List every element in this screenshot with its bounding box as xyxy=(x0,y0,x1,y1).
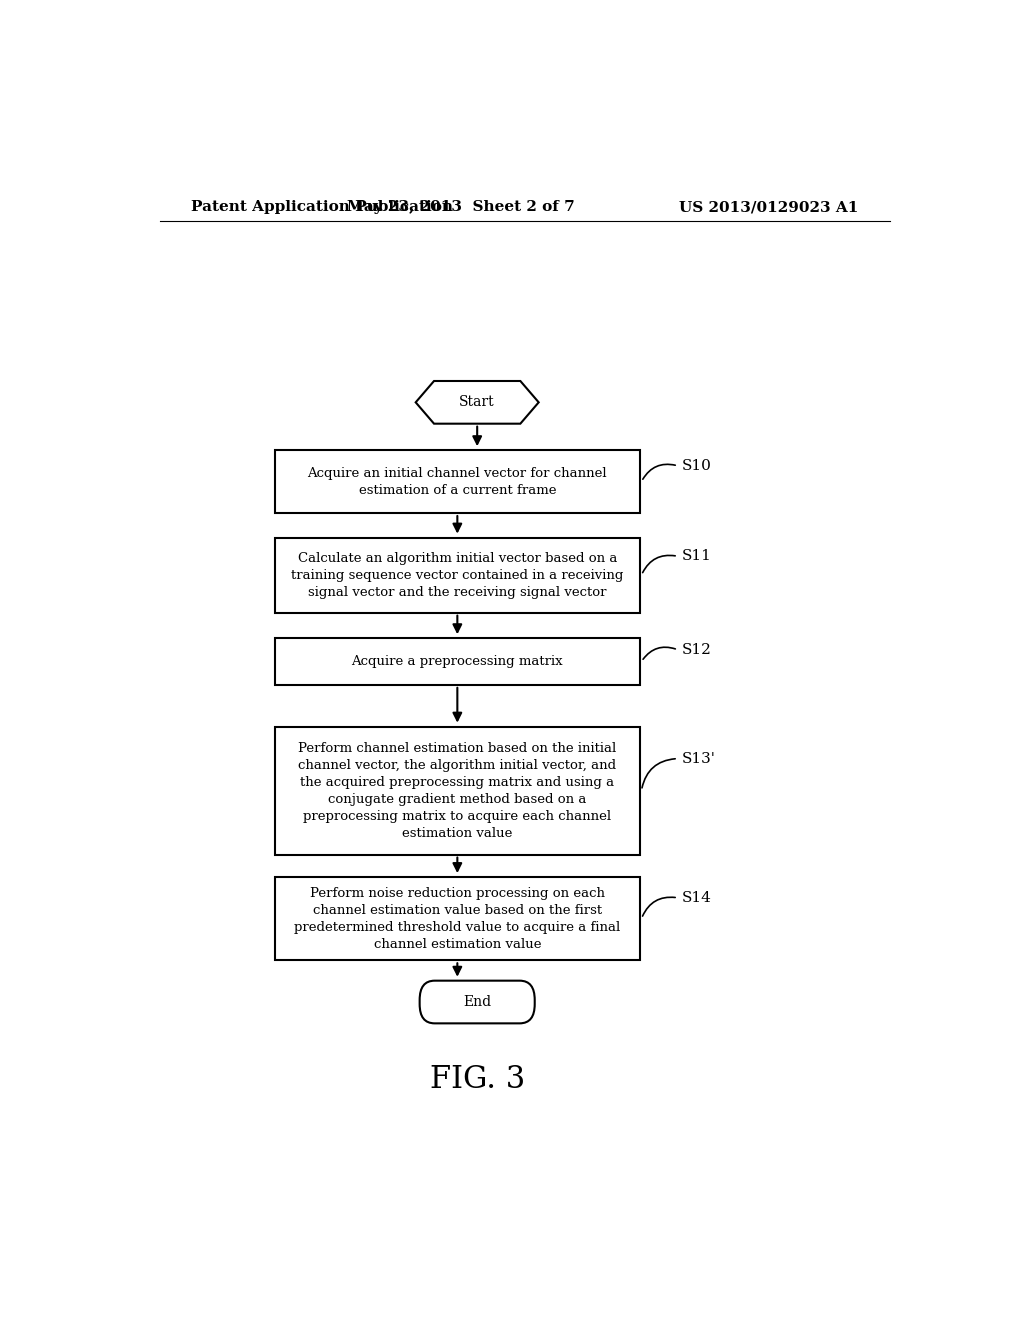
Text: May 23, 2013  Sheet 2 of 7: May 23, 2013 Sheet 2 of 7 xyxy=(347,201,575,214)
Polygon shape xyxy=(416,381,539,424)
FancyBboxPatch shape xyxy=(274,638,640,685)
Text: Patent Application Publication: Patent Application Publication xyxy=(191,201,454,214)
Text: Perform noise reduction processing on each
channel estimation value based on the: Perform noise reduction processing on ea… xyxy=(294,887,621,950)
Text: S10: S10 xyxy=(682,459,712,473)
Text: End: End xyxy=(463,995,492,1008)
FancyBboxPatch shape xyxy=(274,537,640,612)
Text: Perform channel estimation based on the initial
channel vector, the algorithm in: Perform channel estimation based on the … xyxy=(298,742,616,840)
Text: Acquire a preprocessing matrix: Acquire a preprocessing matrix xyxy=(351,655,563,668)
FancyBboxPatch shape xyxy=(274,450,640,513)
Text: S11: S11 xyxy=(682,549,712,564)
Text: S14: S14 xyxy=(682,891,712,904)
FancyBboxPatch shape xyxy=(274,726,640,854)
Text: S13': S13' xyxy=(682,751,716,766)
Text: Calculate an algorithm initial vector based on a
training sequence vector contai: Calculate an algorithm initial vector ba… xyxy=(291,552,624,599)
Text: US 2013/0129023 A1: US 2013/0129023 A1 xyxy=(679,201,858,214)
Text: Start: Start xyxy=(460,395,495,409)
FancyBboxPatch shape xyxy=(420,981,535,1023)
Text: Acquire an initial channel vector for channel
estimation of a current frame: Acquire an initial channel vector for ch… xyxy=(307,466,607,496)
Text: S12: S12 xyxy=(682,643,712,657)
FancyBboxPatch shape xyxy=(274,876,640,961)
Text: FIG. 3: FIG. 3 xyxy=(429,1064,525,1094)
